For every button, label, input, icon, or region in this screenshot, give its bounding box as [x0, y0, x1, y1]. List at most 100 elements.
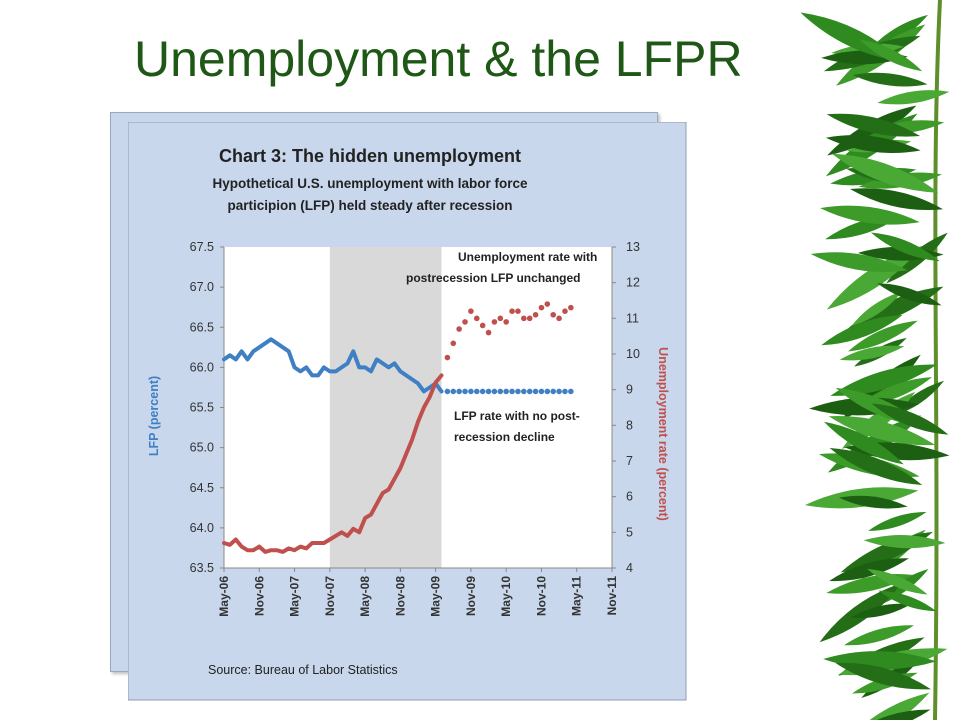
bamboo-leaf	[870, 232, 940, 262]
y-left-tick-label: 66.0	[190, 360, 214, 374]
unemployment-hypothetical-point	[509, 308, 515, 314]
bamboo-leaf	[843, 625, 914, 646]
bamboo-leaf	[877, 90, 950, 105]
x-tick-label: May-10	[499, 576, 513, 617]
lfp-hypothetical-point	[556, 388, 562, 395]
slide-title: Unemployment & the LFPR	[134, 31, 743, 87]
x-tick-label: Nov-11	[605, 576, 619, 616]
bamboo-leaf	[831, 153, 939, 193]
unemployment-hypothetical-point	[526, 315, 533, 322]
lfp-hypothetical-point	[503, 388, 509, 395]
lfp-line	[222, 337, 444, 394]
lfp-hypothetical-point	[562, 388, 568, 395]
chart-source: Source: Bureau of Labor Statistics	[208, 663, 398, 677]
unemployment-hypothetical-point	[538, 304, 545, 311]
y-right-label: Unemployment rate (percent)	[656, 347, 670, 521]
bamboo-leaf	[829, 448, 923, 486]
lfp-hypothetical-point	[444, 388, 451, 395]
unemployment-hypothetical-point	[473, 315, 480, 322]
y-right-tick-label: 7	[626, 454, 633, 468]
annotation-unemp-line1: Unemployment rate with	[458, 250, 597, 264]
bamboo-leaf	[810, 252, 908, 272]
bamboo-leaf	[867, 568, 928, 595]
bamboo-stem	[933, 0, 942, 720]
lfp-hypothetical-point	[491, 388, 498, 395]
lfp-hypothetical-point	[485, 388, 492, 395]
y-right-tick-label: 12	[626, 276, 640, 290]
y-right-tick-label: 13	[626, 240, 640, 254]
lfp-hypothetical-point	[479, 388, 486, 395]
bamboo-leaf	[839, 495, 908, 509]
lfp-hypothetical-point	[509, 388, 515, 395]
unemployment-hypothetical-point	[550, 311, 557, 318]
y-left-label: LFP (percent)	[147, 376, 161, 456]
plot-area: 63.5 64.0 64.5 65.0 65.5 66.0 66.5 67.0 67.5 4 5 6 7…	[190, 240, 640, 617]
unemployment-hypothetical-point	[450, 340, 457, 347]
y-left-tick-label: 64.5	[190, 481, 214, 495]
lfp-hypothetical-point	[456, 388, 462, 395]
unemployment-hypothetical-point	[562, 308, 568, 314]
x-tick-label: Nov-07	[323, 576, 337, 616]
y-right-tick-label: 11	[626, 311, 639, 325]
lfp-hypothetical-point	[468, 388, 474, 395]
y-right-tick-label: 4	[626, 561, 633, 575]
chart-title: Chart 3: The hidden unemployment	[219, 146, 521, 166]
bamboo-leaf	[852, 72, 928, 87]
lfp-hypothetical-point	[532, 388, 539, 395]
lfp-hypothetical-point	[550, 388, 557, 395]
bamboo-leaf	[871, 403, 949, 435]
lfp-hypothetical-point	[526, 388, 533, 395]
x-tick-label: Nov-08	[393, 576, 407, 616]
unemployment-hypothetical-point	[503, 319, 509, 325]
unemployment-hypothetical-point	[544, 301, 551, 307]
y-left-tick-label: 63.5	[190, 561, 214, 575]
lfp-hypothetical-point	[462, 388, 468, 395]
bamboo-leaf	[859, 39, 923, 72]
lfp-hypothetical-point	[568, 388, 574, 395]
y-left-tick-label: 66.5	[190, 320, 214, 334]
annotation-lfp-line2: recession decline	[454, 430, 555, 444]
unemployment-hypothetical-point	[468, 308, 474, 314]
bamboo-leaf	[821, 314, 903, 346]
lfp-hypothetical-point	[538, 388, 545, 395]
chart-subtitle-line1: Hypothetical U.S. unemployment with labo…	[212, 176, 528, 191]
bamboo-leaf	[855, 709, 931, 720]
x-tick-label: Nov-10	[534, 576, 548, 616]
lfp-hypothetical-point	[497, 388, 504, 395]
lfp-hypothetical-point	[450, 388, 457, 395]
unemployment-hypothetical-point	[521, 315, 527, 322]
annotation-unemp-line2: postrecession LFP unchanged	[406, 271, 580, 285]
bamboo-leaf	[863, 535, 946, 549]
x-tick-label: May-09	[429, 576, 443, 617]
x-tick-label: May-11	[570, 576, 584, 616]
bamboo-leaf	[828, 416, 936, 446]
y-right-tick-label: 8	[626, 418, 633, 432]
chart: Chart 3: The hidden unemployment Hypothe…	[128, 122, 687, 701]
unemployment-hypothetical-point	[568, 304, 574, 311]
bamboo-leaf	[839, 345, 905, 361]
x-tick-label: May-08	[358, 576, 372, 617]
x-tick-label: Nov-06	[252, 576, 266, 616]
lfp-hypothetical-point	[544, 388, 551, 395]
bamboo-leaf	[848, 320, 918, 352]
y-left-tick-label: 67.0	[190, 280, 214, 294]
bamboo-leaf	[851, 291, 902, 327]
bamboo-leaf	[820, 205, 920, 225]
annotation-lfp-line1: LFP rate with no post-	[454, 409, 580, 423]
bamboo-leaf	[826, 113, 921, 137]
unemployment-hypothetical-point	[497, 315, 504, 322]
bamboo-leaf	[825, 135, 921, 154]
lfp-hypothetical-point	[473, 388, 480, 395]
bamboo-leaf	[826, 245, 923, 310]
bamboo-leaf	[835, 662, 931, 690]
bamboo-leaf	[850, 603, 912, 619]
x-tick-label: Nov-09	[464, 576, 478, 616]
lfp-hypothetical-point	[521, 388, 527, 395]
unemployment-hypothetical-point	[515, 308, 521, 314]
unemployment-hypothetical-point	[556, 315, 562, 322]
bamboo-leaf	[849, 188, 944, 210]
y-left-tick-label: 64.0	[190, 521, 214, 535]
unemployment-hypothetical-point	[532, 311, 539, 318]
chart-subtitle-line2: participion (LFP) held steady after rece…	[227, 198, 512, 213]
x-tick-label: May-06	[217, 576, 231, 617]
